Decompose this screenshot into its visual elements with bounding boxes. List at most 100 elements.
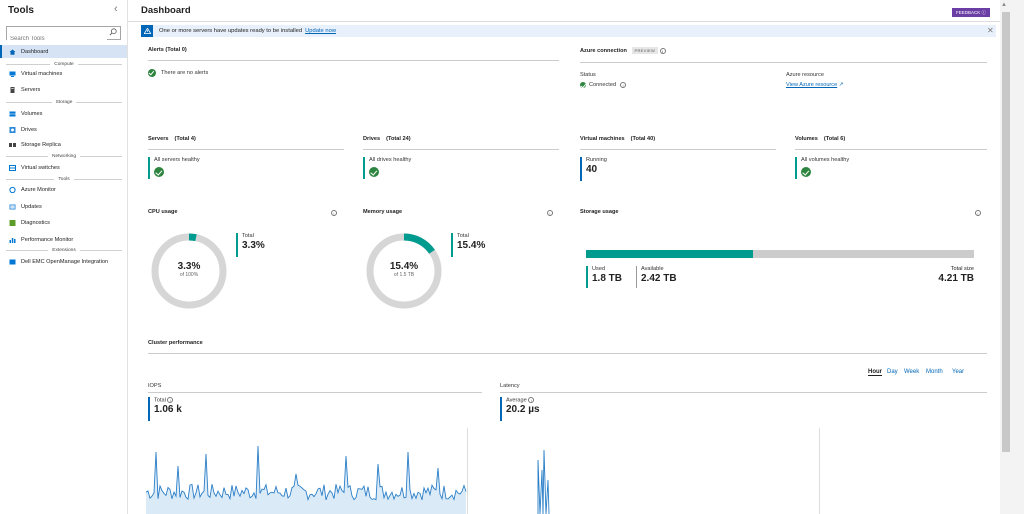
external-link-icon: ↗ [838,82,844,88]
warning-icon [141,25,153,37]
storage-available-label: Available [641,266,664,272]
memory-total: Total 15.4% [451,233,485,257]
info-icon[interactable]: i [167,397,174,403]
sidebar-item-label: Updates [21,203,42,210]
tools-sidebar: Tools ‹ Dashboard Compute Virtual machin… [0,0,128,514]
latency-line [537,449,550,514]
storage-available-value: 2.42 TB [641,273,677,284]
check-icon [369,167,379,177]
cluster-title: Cluster performance [148,340,203,346]
info-icon[interactable]: i [331,210,337,216]
sidebar-item-label: Diagnostics [21,219,50,226]
sidebar-item-performance-monitor[interactable]: Performance Monitor [0,233,127,246]
view-azure-resource-link[interactable]: View Azure resource [786,82,838,88]
sidebar-item-dashboard[interactable]: Dashboard [0,45,127,58]
sidebar-item-diagnostics[interactable]: Diagnostics [0,216,127,229]
azure-divider [580,62,987,63]
azure-resource-label: Azure resource [786,72,824,78]
sidebar-item-volumes[interactable]: Volumes [0,107,127,120]
preview-badge: PREVIEW [631,47,659,54]
update-now-link[interactable]: Update now [305,28,337,34]
volumes-status-label: All volumes healthy [801,157,850,163]
range-tab-year[interactable]: Year [952,369,965,375]
sidebar-item-dell-emc[interactable]: Dell EMC OpenManage Integration [0,255,127,268]
drives-divider [363,149,559,150]
sidebar-item-virtual-switches[interactable]: Virtual switches [0,161,127,174]
cpu-donut [151,233,227,309]
storage-total-label: Total size [950,266,974,272]
check-icon [580,82,586,88]
collapse-icon[interactable]: ‹ [114,3,118,15]
alerts-title: Alerts (Total 0) [148,47,187,53]
search-icon[interactable] [109,28,117,36]
iops-total: Total i 1.06 k [148,397,182,421]
iops-total-label: Total i [154,397,182,404]
vms-running-value: 40 [586,164,598,175]
info-icon[interactable]: i [975,210,981,216]
range-tab-day[interactable]: Day [887,369,898,375]
dell-emc-icon [9,259,16,265]
search-box [6,26,121,45]
cpu-center: 3.3% of 100% [150,261,228,278]
sidebar-item-drives[interactable]: Drives [0,123,127,136]
range-tab-month[interactable]: Month [926,369,943,375]
sidebar-item-storage-replica[interactable]: Storage Replica [0,138,127,151]
close-icon[interactable]: ✕ [987,26,994,35]
volumes-divider [795,149,987,150]
scroll-up-icon[interactable]: ▲ [1001,2,1007,8]
alerts-message-row: There are no alerts [148,69,208,77]
section-compute: Compute [6,61,122,67]
alerts-divider [148,60,559,61]
sidebar-item-label: Servers [21,86,41,93]
sidebar-item-label: Virtual switches [21,164,60,171]
memory-center: 15.4% of 1.5 TB [365,261,443,278]
sidebar-item-virtual-machines[interactable]: Virtual machines [0,67,127,80]
sidebar-item-label: Azure Monitor [21,186,56,193]
range-tab-week[interactable]: Week [904,369,920,375]
iops-total-value: 1.06 k [154,404,182,416]
drive-icon [9,126,16,133]
memory-total-value: 15.4% [457,240,486,251]
sidebar-item-updates[interactable]: Updates [0,200,127,213]
info-icon[interactable]: i [547,210,553,216]
sidebar-item-azure-monitor[interactable]: Azure Monitor [0,183,127,196]
azure-title-text: Azure connection [580,48,627,54]
info-icon[interactable]: i [659,47,666,54]
cpu-donut-arc [151,233,227,309]
sidebar-item-label: Drives [21,126,37,133]
info-icon[interactable]: i [528,397,535,403]
feedback-button[interactable]: FEEDBACK ⓘ [952,8,991,17]
volume-icon [9,111,16,117]
azure-monitor-icon [9,186,16,193]
sidebar-title: Tools [8,5,34,16]
cpu-total: Total 3.3% [236,233,265,257]
memory-total-label: Total [457,233,469,239]
sidebar-item-label: Performance Monitor [21,236,74,243]
info-icon: ⓘ [981,10,987,15]
memory-donut-arc [366,233,442,309]
check-icon [154,167,164,177]
section-extensions: Extensions [6,247,122,253]
sidebar-item-label: Dashboard [21,48,49,55]
updates-icon [9,204,16,210]
section-networking: Networking [6,153,122,159]
update-banner: One or more servers have updates ready t… [141,25,996,37]
iops-line [146,445,467,502]
range-tab-hour[interactable]: Hour [868,369,882,376]
scroll-thumb[interactable] [1002,12,1010,452]
alerts-message: There are no alerts [161,70,209,76]
storage-title: Storage usage [580,209,619,215]
cpu-title: CPU usage [148,209,178,215]
switch-icon [9,164,16,171]
search-input[interactable] [7,33,107,45]
iops-chart-edge [467,428,468,514]
info-icon[interactable]: i [620,82,627,88]
sidebar-item-servers[interactable]: Servers [0,83,127,96]
memory-center-sub: of 1.5 TB [393,272,415,278]
memory-title: Memory usage [363,209,403,215]
status-value: Connected [589,82,617,88]
banner-text: One or more servers have updates ready t… [159,28,303,34]
vm-icon [9,71,16,77]
iops-title: IOPS [148,383,162,389]
header-divider [128,21,1000,22]
